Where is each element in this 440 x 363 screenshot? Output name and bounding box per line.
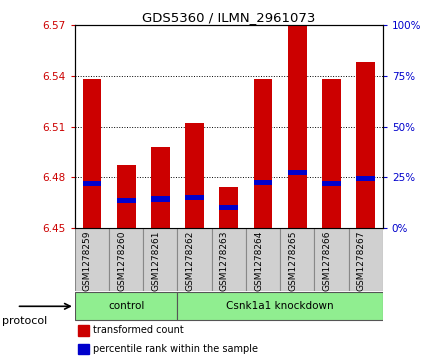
Text: GSM1278264: GSM1278264 — [254, 231, 263, 291]
Bar — [212, 228, 246, 290]
Text: transformed count: transformed count — [93, 326, 184, 335]
Bar — [151, 147, 170, 228]
Bar — [109, 228, 143, 290]
Text: percentile rank within the sample: percentile rank within the sample — [93, 344, 258, 354]
Text: GSM1278266: GSM1278266 — [323, 231, 331, 291]
Bar — [78, 325, 89, 335]
Bar — [78, 344, 89, 354]
Bar — [246, 228, 280, 290]
Bar — [117, 165, 136, 228]
Bar — [143, 228, 177, 290]
Text: protocol: protocol — [2, 316, 48, 326]
Bar — [280, 228, 314, 290]
Text: Csnk1a1 knockdown: Csnk1a1 knockdown — [226, 301, 334, 311]
Bar — [356, 176, 375, 181]
Bar — [314, 228, 348, 290]
Bar — [117, 198, 136, 203]
Bar — [185, 123, 204, 228]
Bar — [253, 180, 272, 185]
Bar — [177, 228, 212, 290]
Bar — [75, 292, 177, 321]
Bar — [220, 187, 238, 228]
Bar — [75, 228, 109, 290]
Text: GSM1278259: GSM1278259 — [83, 231, 92, 291]
Bar — [83, 79, 101, 228]
Text: GSM1278265: GSM1278265 — [288, 231, 297, 291]
Bar — [83, 181, 101, 186]
Text: GSM1278263: GSM1278263 — [220, 231, 229, 291]
Bar — [356, 62, 375, 228]
Bar — [177, 292, 383, 321]
Title: GDS5360 / ILMN_2961073: GDS5360 / ILMN_2961073 — [142, 11, 315, 24]
Bar — [185, 195, 204, 200]
Bar — [220, 205, 238, 210]
Bar — [348, 228, 383, 290]
Bar — [322, 181, 341, 186]
Text: GSM1278267: GSM1278267 — [357, 231, 366, 291]
Text: control: control — [108, 301, 144, 311]
Bar — [322, 79, 341, 228]
Text: GSM1278261: GSM1278261 — [151, 231, 160, 291]
Text: GSM1278262: GSM1278262 — [186, 231, 194, 291]
Text: GSM1278260: GSM1278260 — [117, 231, 126, 291]
Bar — [253, 79, 272, 228]
Bar — [151, 196, 170, 201]
Bar — [288, 170, 307, 175]
Bar — [288, 25, 307, 228]
